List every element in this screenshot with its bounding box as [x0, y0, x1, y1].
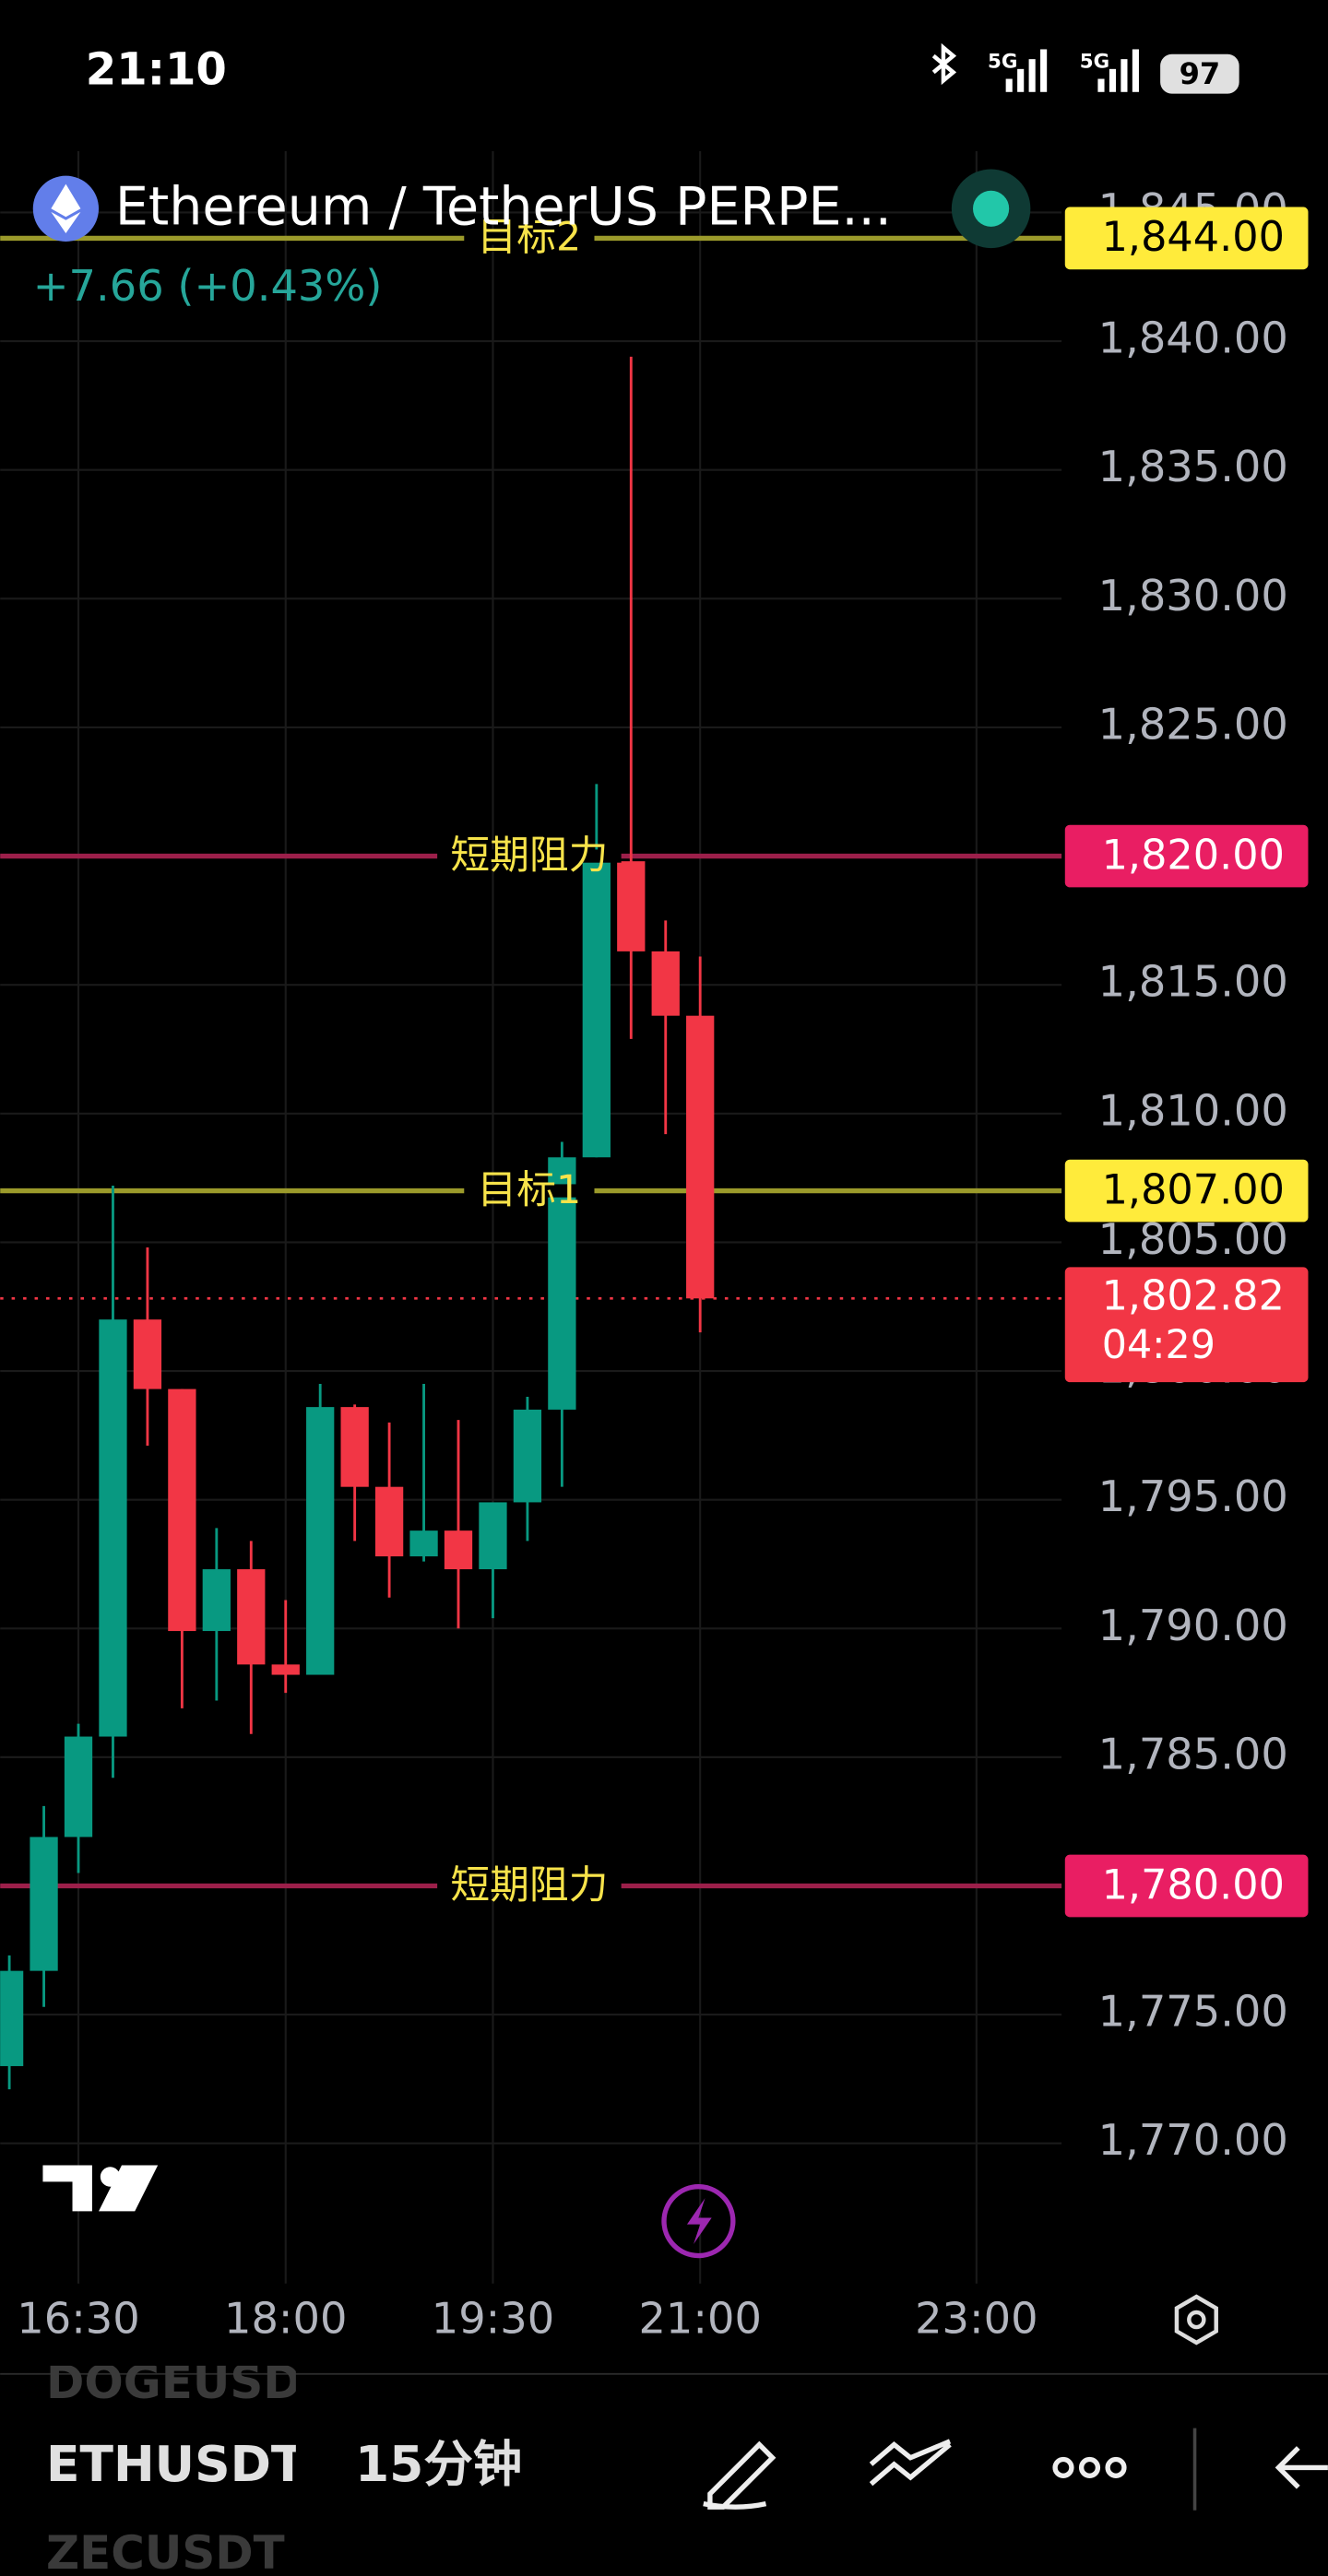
clock: 21:10 [86, 43, 227, 95]
candle-body [306, 1407, 335, 1675]
x-axis: 16:30 18:00 19:30 21:00 23:00 [17, 2293, 1038, 2343]
candle-body [409, 1530, 438, 1557]
status-bar [0, 0, 1328, 151]
level-label: 目标2 [478, 215, 582, 261]
price-tag-label: 1,820.00 [1102, 831, 1285, 879]
level-label-bg [464, 231, 595, 245]
price-tag [1064, 1854, 1309, 1918]
x-tick-label: 16:30 [17, 2293, 139, 2343]
y-tick-label: 1,830.00 [1098, 571, 1288, 620]
price-tag [1064, 207, 1309, 270]
y-tick-label: 1,805.00 [1098, 1214, 1288, 1264]
level-label-bg [437, 1879, 622, 1893]
candle-body [444, 1530, 473, 1570]
candle-body [168, 1388, 196, 1632]
battery-level: 97 [1180, 56, 1221, 91]
draw-button[interactable] [703, 2440, 777, 2510]
network-label: 5G [988, 51, 1017, 74]
price-tag-label: 1,844.00 [1102, 213, 1285, 261]
last-price-tag [1064, 1267, 1309, 1383]
signal-icon [1005, 49, 1048, 92]
price-change: +7.66 (+0.43%) [33, 261, 383, 311]
y-tick-label: 1,815.00 [1098, 957, 1288, 1007]
level-label-bg [437, 849, 622, 863]
symbol-title[interactable]: Ethereum / TetherUS PERPE... [115, 177, 892, 238]
lightning-button[interactable] [661, 2184, 736, 2259]
level-label: 短期阻力 [450, 1862, 608, 1908]
symbol-previous[interactable]: DOGEUSDT [46, 2356, 333, 2409]
countdown-label: 04:29 [1102, 1322, 1215, 1368]
candle-body [99, 1319, 127, 1737]
candle-body [340, 1407, 369, 1487]
x-tick-label: 19:30 [432, 2293, 554, 2343]
tradingview-logo [42, 2165, 159, 2212]
level-label: 目标1 [478, 1167, 582, 1213]
overlay: 1,770.00 1,775.00 1,780.00 1,785.00 1,790.00… [437, 184, 1309, 2165]
last-price-label: 1,802.82 [1102, 1271, 1285, 1319]
y-tick-label: 1,840.00 [1098, 313, 1288, 363]
y-tick-label: 1,835.00 [1098, 442, 1288, 491]
candle-body [374, 1486, 404, 1557]
x-tick-label: 18:00 [224, 2293, 347, 2343]
y-tick-label: 1,785.00 [1098, 1729, 1288, 1778]
settings-icon [1187, 2310, 1206, 2330]
market-status-dot [972, 190, 1010, 227]
candle-body [202, 1569, 231, 1632]
symbol-picker[interactable]: DOGEUSDT ETHUSDT ZECUSDT [46, 2356, 333, 2576]
back-button[interactable] [1275, 2446, 1328, 2489]
y-tick-label: 1,810.00 [1098, 1085, 1288, 1135]
y-tick-label: 1,790.00 [1098, 1601, 1288, 1650]
price-tag-label: 1,780.00 [1102, 1861, 1285, 1908]
level-label-bg [464, 1184, 595, 1198]
indicator-button[interactable] [869, 2439, 952, 2487]
candle-body [30, 1837, 58, 1971]
signal-icon [1097, 49, 1139, 92]
level-label: 短期阻力 [450, 833, 608, 879]
more-button[interactable] [1052, 2456, 1127, 2478]
tradingview-logo-dot [100, 2167, 121, 2187]
network-label: 5G [1080, 51, 1109, 74]
lightning-icon [686, 2198, 712, 2245]
x-tick-label: 23:00 [915, 2293, 1038, 2343]
candle-body [582, 861, 611, 1158]
candle-body [133, 1319, 162, 1389]
candle-body [479, 1502, 507, 1570]
price-tag-label: 1,807.00 [1102, 1165, 1285, 1213]
candle-body [513, 1409, 542, 1503]
candle-body [0, 1970, 24, 2066]
price-tag [1064, 824, 1309, 888]
symbol-current[interactable]: ETHUSDT [46, 2435, 305, 2493]
symbol-next[interactable]: ZECUSDT [46, 2526, 285, 2576]
price-tag [1064, 1159, 1309, 1223]
y-tick-label: 1,825.00 [1098, 699, 1288, 749]
bluetooth-icon [931, 42, 957, 86]
x-tick-label: 21:00 [638, 2293, 761, 2343]
candle-body [237, 1569, 266, 1665]
settings-button[interactable] [1174, 2294, 1218, 2346]
candle-body [617, 861, 646, 951]
interval[interactable]: 15分钟 [355, 2435, 522, 2493]
candle-body [548, 1157, 576, 1410]
y-tick-label: 1,770.00 [1098, 2115, 1288, 2165]
y-tick-label: 1,795.00 [1098, 1471, 1288, 1521]
battery-icon [1160, 53, 1239, 94]
y-tick-label: 1,775.00 [1098, 1987, 1288, 2037]
candle-body [651, 951, 680, 1016]
candle-body [64, 1736, 93, 1837]
candle-body [686, 1015, 715, 1299]
candle-body [271, 1664, 300, 1675]
